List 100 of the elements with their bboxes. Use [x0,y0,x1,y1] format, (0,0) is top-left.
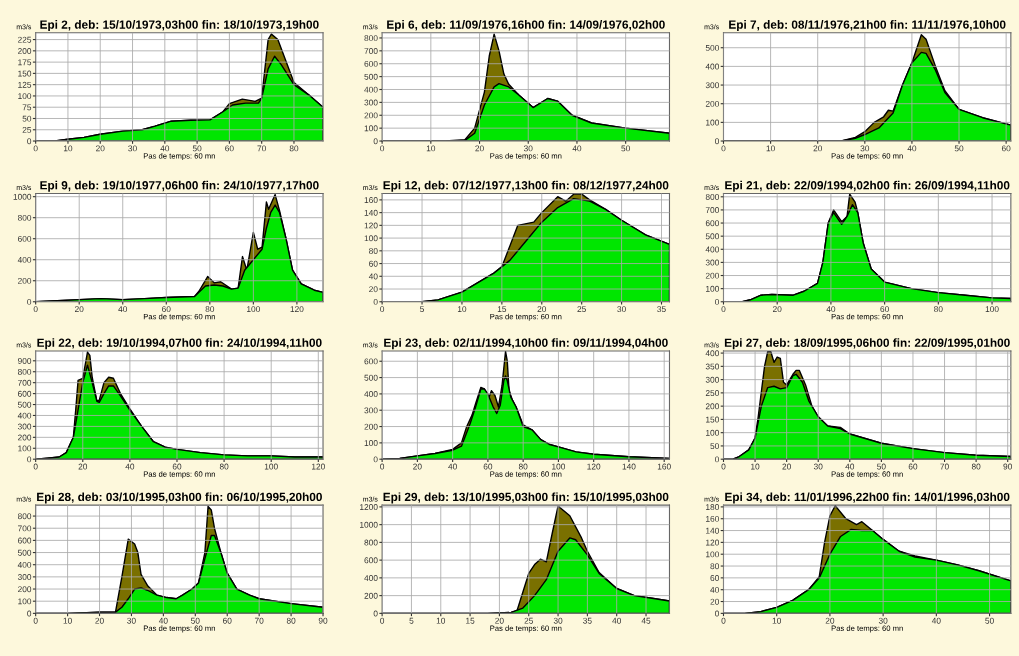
y-tick-label: 600 [364,557,378,564]
y-tick-label: 500 [705,233,719,240]
y-tick-label: 300 [17,574,32,580]
x-tick-label: 20 [95,617,104,624]
x-tick-label: 20 [74,306,84,313]
y-tick-label: 160 [706,515,719,522]
x-tick-label: 90 [1003,463,1012,470]
x-tick-label: 120 [312,463,325,470]
y-tick-label: 300 [705,259,719,266]
x-tick-label: 35 [657,306,666,313]
y-tick-label: 0 [715,610,719,617]
y-tick-label: 300 [364,407,378,414]
x-tick-label: 100 [264,463,278,470]
x-tick-label: 10 [457,306,467,313]
chart-title: Epi 23, deb: 02/11/1994,10h00 fin: 09/11/1994,04h00 [384,338,668,350]
y-tick-label: 20 [710,598,719,605]
y-tick-label: 900 [17,358,32,364]
x-tick-label: 0 [380,617,385,624]
x-tick-label: 40 [931,617,941,624]
y-tick-label: 0 [27,456,32,463]
x-tick-label: 0 [380,463,385,470]
y-tick-label: 400 [17,256,32,263]
y-tick-label: 20 [369,286,378,293]
chart-title: Epi 27, deb: 18/09/1995,06h00 fin: 22/09/1995,01h00 [724,338,1010,350]
x-tick-label: 5 [409,617,414,624]
y-tick-label: 0 [373,610,378,617]
y-tick-label: 400 [17,561,32,568]
y-tick-label: 600 [364,60,378,67]
x-tick-label: 30 [617,306,626,313]
x-tick-label: 80 [286,617,296,624]
chart-title: Epi 21, deb: 22/09/1994,02h00 fin: 26/09/1994,11h00 [725,180,1010,192]
x-tick-label: 100 [985,306,999,313]
x-tick-label: 0 [33,617,38,624]
x-tick-label: 60 [1001,145,1011,152]
y-tick-label: 200 [18,277,32,284]
y-tick-label: 0 [373,138,378,145]
x-tick-label: 15 [466,617,475,624]
y-tick-label: 200 [364,592,378,599]
x-tick-label: 60 [172,463,182,470]
y-tick-label: 600 [705,220,719,227]
y-tick-label: 75 [22,104,32,111]
y-tick-label: 100 [18,93,32,100]
y-tick-label: 300 [705,376,719,383]
x-tick-label: 0 [721,617,726,624]
y-tick-label: 400 [705,350,719,357]
y-tick-label: 400 [705,246,719,253]
y-tick-label: 100 [706,285,719,292]
y-tick-label: 700 [18,525,32,532]
x-tick-label: 20 [782,463,791,470]
x-tick-label: 20 [772,306,782,313]
x-tick-label: 20 [96,145,105,152]
x-tick-label: 30 [813,463,823,470]
y-tick-label: 80 [710,563,719,570]
x-tick-label: 60 [483,463,493,470]
y-tick-label: 1000 [360,521,378,528]
x-tick-label: 80 [289,145,299,152]
x-tick-label: 140 [622,463,636,470]
chart-title: Epi 22, deb: 19/10/1994,07h00 fin: 24/10/1994,11h00 [37,338,322,350]
x-tick-label: 120 [290,306,304,313]
y-tick-label: 125 [18,81,32,88]
y-tick-label: 200 [705,100,719,107]
x-tick-label: 20 [475,145,484,152]
y-tick-label: 800 [17,214,32,221]
y-tick-label: 600 [364,358,378,365]
y-tick-label: 100 [364,125,378,132]
y-tick-label: 500 [364,374,378,381]
x-tick-label: 30 [127,617,136,624]
x-tick-label: 90 [318,617,328,624]
x-tick-label: 80 [205,306,215,313]
y-tick-label: 0 [373,298,378,305]
y-tick-label: 100 [706,119,719,126]
chart-title: Epi 28, deb: 03/10/1995,03h00 fin: 06/10/1995,20h00 [37,492,322,504]
y-tick-label: 0 [715,138,719,145]
y-tick-label: 800 [17,368,32,375]
y-tick-label: 200 [18,48,32,54]
y-tick-label: 140 [706,527,719,534]
y-tick-label: 700 [364,48,378,54]
y-tick-label: 0 [715,456,719,463]
x-tick-label: 0 [721,306,726,313]
y-tick-label: 60 [710,575,719,581]
y-tick-label: 200 [364,423,378,430]
y-tick-label: 160 [364,197,378,203]
x-tick-label: 50 [877,463,886,470]
chart-title: Epi 7, deb: 08/11/1976,21h00 fin: 11/11/1976,10h00 [729,20,1006,32]
chart-title: Epi 6, deb: 11/09/1976,16h00 fin: 14/09/1976,02h00 [387,20,665,32]
y-tick-label: 225 [18,36,32,43]
y-tick-label: 1000 [13,193,32,200]
x-tick-label: 40 [845,463,855,470]
x-tick-label: 40 [125,463,135,470]
x-tick-label: 0 [380,306,385,313]
x-tick-label: 10 [436,617,446,624]
y-tick-label: 700 [18,379,32,386]
x-tick-label: 160 [657,463,671,470]
x-tick-label: 40 [158,617,168,624]
x-tick-label: 20 [413,463,422,470]
x-tick-label: 30 [523,145,533,152]
y-tick-label: 120 [364,222,378,229]
y-tick-label: 250 [705,390,719,396]
x-tick-label: 10 [426,145,436,152]
x-tick-label: 30 [860,145,870,152]
